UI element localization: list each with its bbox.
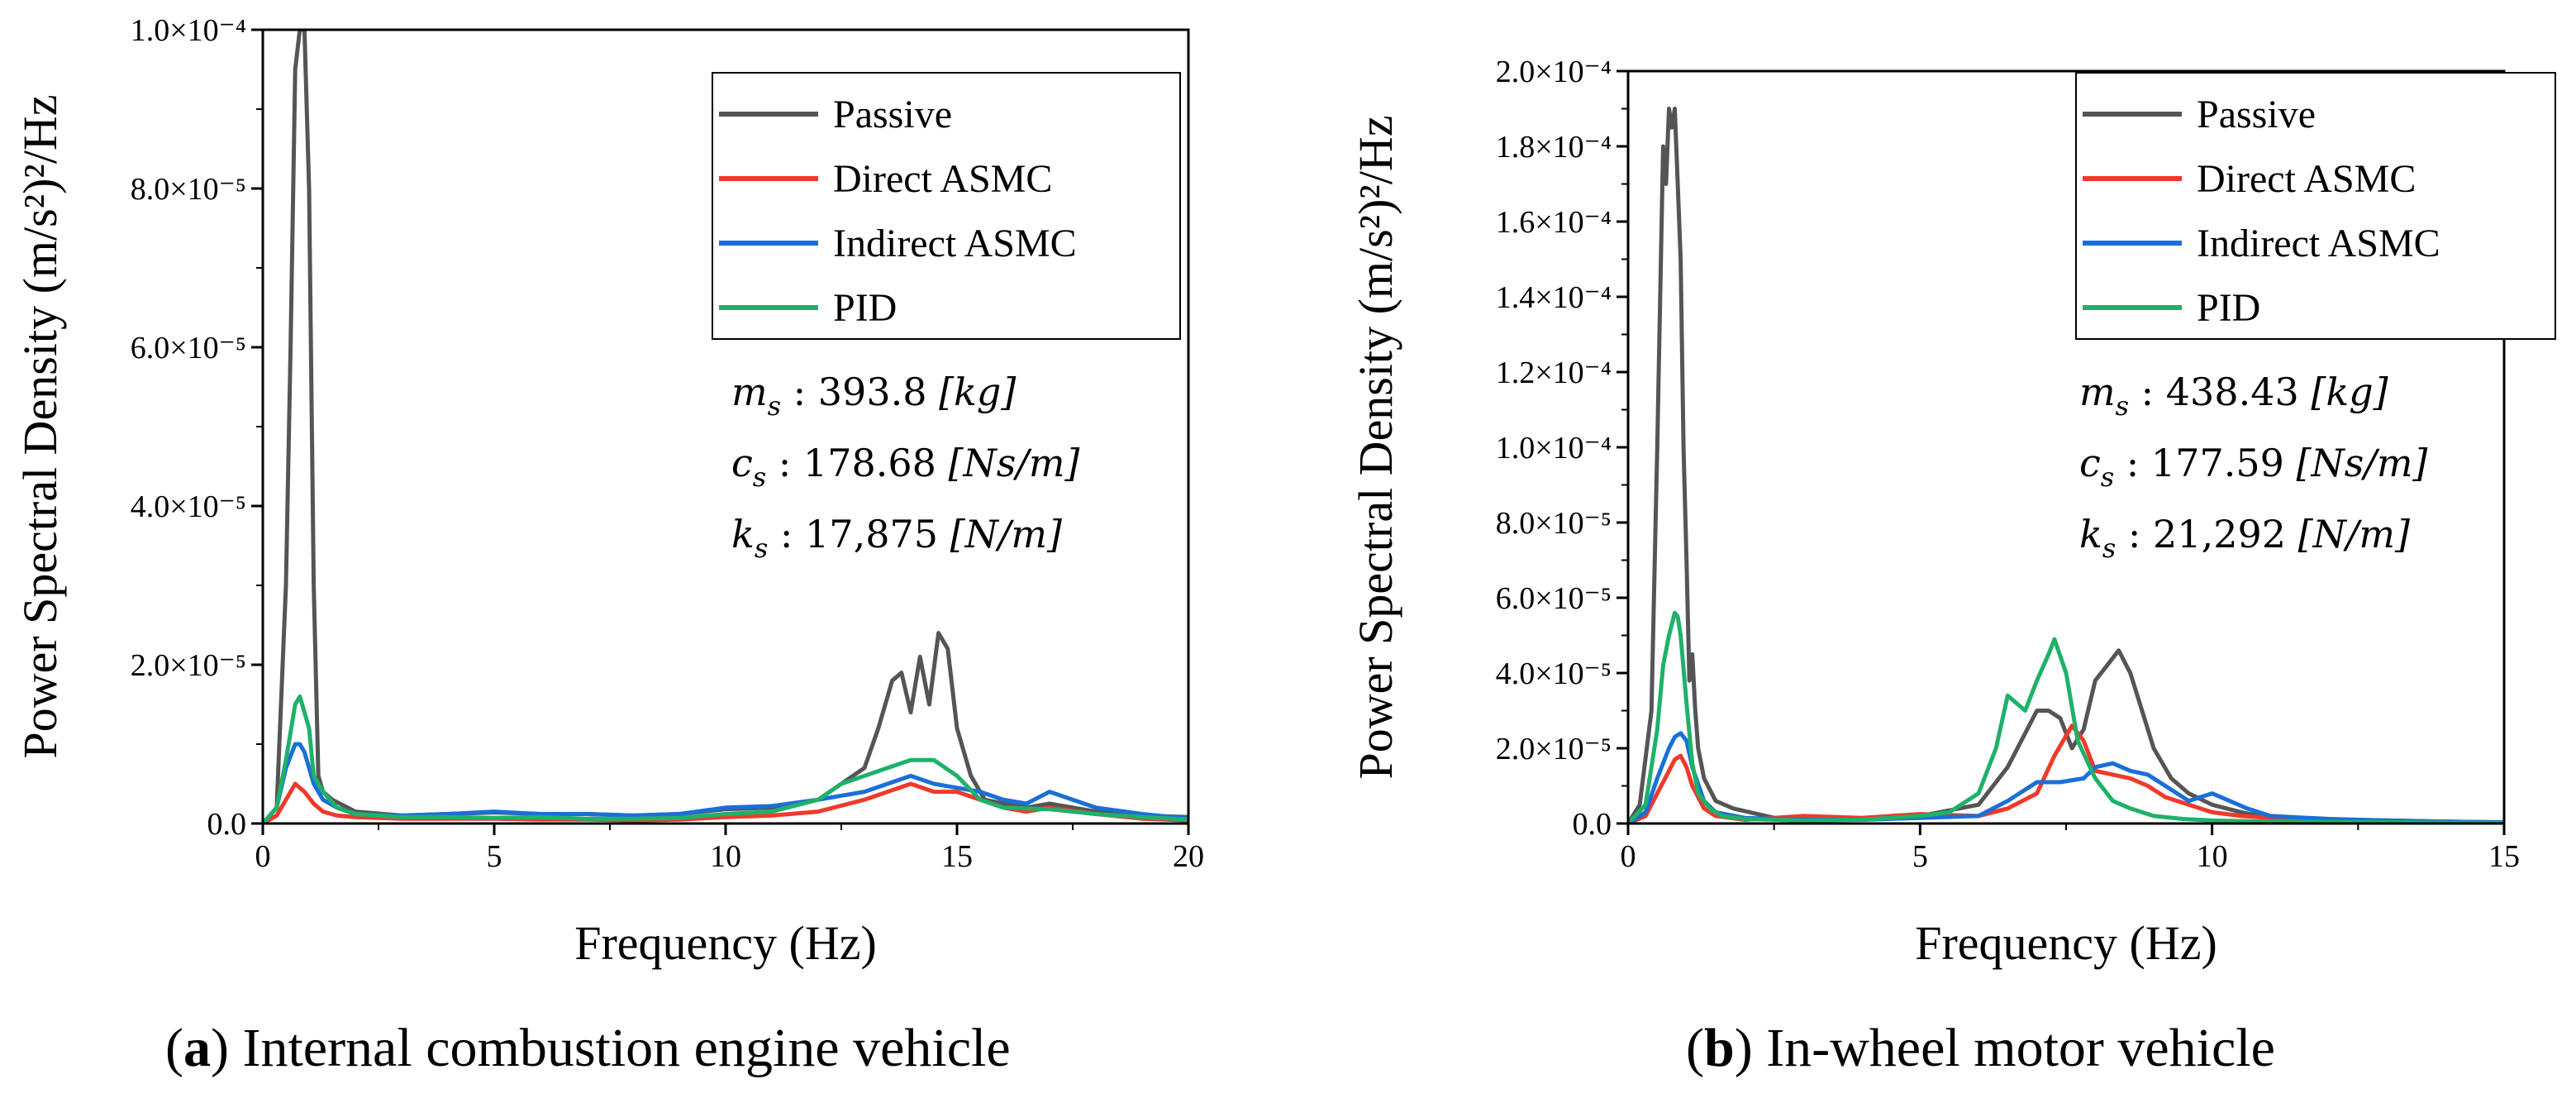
- chartb-legend-label-indirect-asmc: Indirect ASMC: [2197, 222, 2440, 265]
- chartb-legend-label-passive: Passive: [2197, 93, 2316, 136]
- charta-param-cs: cs : 178.68 [Ns/m]: [731, 441, 1079, 493]
- charta-legend-label-indirect-asmc: Indirect ASMC: [833, 222, 1077, 265]
- charta-y-tick-label: 6.0×10⁻⁵: [131, 331, 246, 365]
- chartb-legend-label-direct-asmc: Direct ASMC: [2197, 157, 2416, 201]
- charta-x-tick-label: 10: [710, 839, 741, 874]
- chartb-param-value: : 438.43: [2129, 370, 2311, 414]
- charta-y-tick-label: 1.0×10⁻⁴: [131, 13, 246, 48]
- chartb-y-tick-label: 1.2×10⁻⁴: [1496, 356, 1612, 390]
- charta-param-subscript: s: [768, 390, 781, 422]
- chartb-param-unit: [Ns/m]: [2297, 441, 2428, 485]
- chartb-x-axis-title: Frequency (Hz): [1915, 916, 2217, 970]
- chart-panel-a: 0 5 10 15 20 0.0 2.0×10⁻⁵ 4.0×10⁻⁵ 6.0×10⁻⁵ 8.0×1…: [13, 13, 1204, 1078]
- chartb-x-tick-label: 15: [2488, 839, 2520, 874]
- chartb-param-subscript: s: [2101, 461, 2114, 493]
- charta-legend: Passive Direct ASMC Indirect ASMC PID: [712, 72, 1181, 340]
- chartb-param-unit: [kg]: [2311, 370, 2388, 414]
- charta-series-line-indirect-asmc: [263, 742, 1188, 824]
- chartb-param-symbol: c: [2079, 441, 2101, 485]
- chartb-x-tick-label: 10: [2197, 839, 2228, 874]
- chartb-param-subscript: s: [2102, 532, 2116, 564]
- charta-param-symbol: c: [731, 441, 753, 485]
- chartb-param-value: : 21,292: [2116, 512, 2297, 556]
- chartb-y-tick-label: 2.0×10⁻⁴: [1496, 55, 1612, 89]
- charta-x-axis-title: Frequency (Hz): [574, 916, 877, 970]
- chartb-y-tick-label: 4.0×10⁻⁵: [1496, 656, 1612, 691]
- chart-b-svg: 0 5 10 15 0.0 2.0×10⁻⁵ 4.0×10⁻⁵ 6.0×10⁻⁵ 8.0×10⁻…: [1349, 55, 2556, 970]
- chartb-param-ms: ms : 438.43 [kg]: [2079, 370, 2388, 422]
- caption-a-letter: a: [183, 1018, 211, 1078]
- chart-a-svg: 0 5 10 15 20 0.0 2.0×10⁻⁵ 4.0×10⁻⁵ 6.0×10⁻⁵ 8.0×1…: [13, 13, 1204, 970]
- charta-y-axis-title: Power Spectral Density (m/s²)²/Hz: [13, 94, 67, 758]
- chartb-series-line-pid: [1628, 610, 2504, 824]
- chartb-param-value: : 177.59: [2114, 441, 2296, 485]
- caption-a: (a) Internal combustion engine vehicle: [165, 1018, 1011, 1078]
- caption-b-text: In-wheel motor vehicle: [1766, 1018, 2275, 1078]
- charta-param-unit: [kg]: [939, 370, 1016, 414]
- charta-param-subscript: s: [753, 461, 766, 493]
- charta-param-ks: ks : 17,875 [N/m]: [731, 512, 1062, 564]
- charta-param-value: : 393.8: [781, 370, 939, 414]
- chartb-x-tick-label: 0: [1621, 839, 1636, 874]
- chartb-y-tick-label: 1.0×10⁻⁴: [1496, 431, 1612, 465]
- chartb-legend-box: [2075, 72, 2556, 340]
- charta-param-unit: [Ns/m]: [949, 441, 1080, 485]
- charta-x-tick-label: 15: [941, 839, 973, 874]
- chartb-param-unit: [N/m]: [2298, 512, 2410, 556]
- chartb-y-tick-label: 1.4×10⁻⁴: [1496, 280, 1612, 315]
- charta-legend-label-pid: PID: [833, 286, 897, 330]
- chartb-param-cs: cs : 177.59 [Ns/m]: [2079, 441, 2427, 493]
- chartb-param-ks: ks : 21,292 [N/m]: [2079, 512, 2410, 564]
- charta-legend-box: [712, 72, 1181, 340]
- chartb-y-tick-label: 6.0×10⁻⁵: [1496, 581, 1612, 616]
- chartb-legend-label-pid: PID: [2197, 286, 2260, 330]
- charta-series-line-pid: [263, 694, 1188, 824]
- caption-b: (b) In-wheel motor vehicle: [1686, 1018, 2275, 1078]
- charta-legend-label-direct-asmc: Direct ASMC: [833, 157, 1052, 201]
- chartb-series-line-direct-asmc: [1628, 723, 2504, 824]
- chartb-y-tick-label: 1.8×10⁻⁴: [1496, 130, 1612, 165]
- charta-param-unit: [N/m]: [950, 512, 1062, 556]
- charta-param-value: : 178.68: [766, 441, 948, 485]
- charta-param-symbol: k: [731, 512, 755, 556]
- chartb-series-line-indirect-asmc: [1628, 731, 2504, 824]
- chartb-param-symbol: m: [2079, 370, 2116, 414]
- chartb-param-symbol: k: [2079, 512, 2102, 556]
- charta-x-tick-label: 0: [255, 839, 271, 874]
- charta-y-tick-label: 4.0×10⁻⁵: [131, 489, 246, 524]
- charta-legend-label-passive: Passive: [833, 93, 952, 136]
- charta-param-subscript: s: [755, 532, 768, 564]
- chartb-y-tick-label: 0.0: [1573, 807, 1612, 842]
- chartb-y-axis-title: Power Spectral Density (m/s²)²/Hz: [1349, 115, 1402, 779]
- chartb-y-tick-label: 1.6×10⁻⁴: [1496, 205, 1612, 240]
- charta-y-tick-label: 0.0: [207, 807, 247, 842]
- charta-y-tick-label: 2.0×10⁻⁵: [131, 648, 246, 683]
- chartb-y-tick-label: 2.0×10⁻⁵: [1496, 732, 1612, 766]
- caption-a-text: Internal combustion engine vehicle: [242, 1018, 1011, 1078]
- charta-param-ms: ms : 393.8 [kg]: [731, 370, 1016, 422]
- chart-panel-b: 0 5 10 15 0.0 2.0×10⁻⁵ 4.0×10⁻⁵ 6.0×10⁻⁵ 8.0×10⁻…: [1289, 0, 2576, 1098]
- charta-x-tick-label: 5: [487, 839, 502, 874]
- chartb-param-subscript: s: [2116, 390, 2129, 422]
- chartb-legend: Passive Direct ASMC Indirect ASMC PID: [2075, 72, 2556, 340]
- charta-y-tick-label: 8.0×10⁻⁵: [131, 172, 246, 207]
- caption-b-letter: b: [1703, 1018, 1735, 1078]
- charta-param-value: : 17,875: [768, 512, 950, 556]
- charta-param-symbol: m: [731, 370, 768, 414]
- chartb-x-tick-label: 5: [1912, 839, 1928, 874]
- chartb-y-tick-label: 8.0×10⁻⁵: [1496, 506, 1612, 541]
- charta-x-tick-label: 20: [1173, 839, 1204, 874]
